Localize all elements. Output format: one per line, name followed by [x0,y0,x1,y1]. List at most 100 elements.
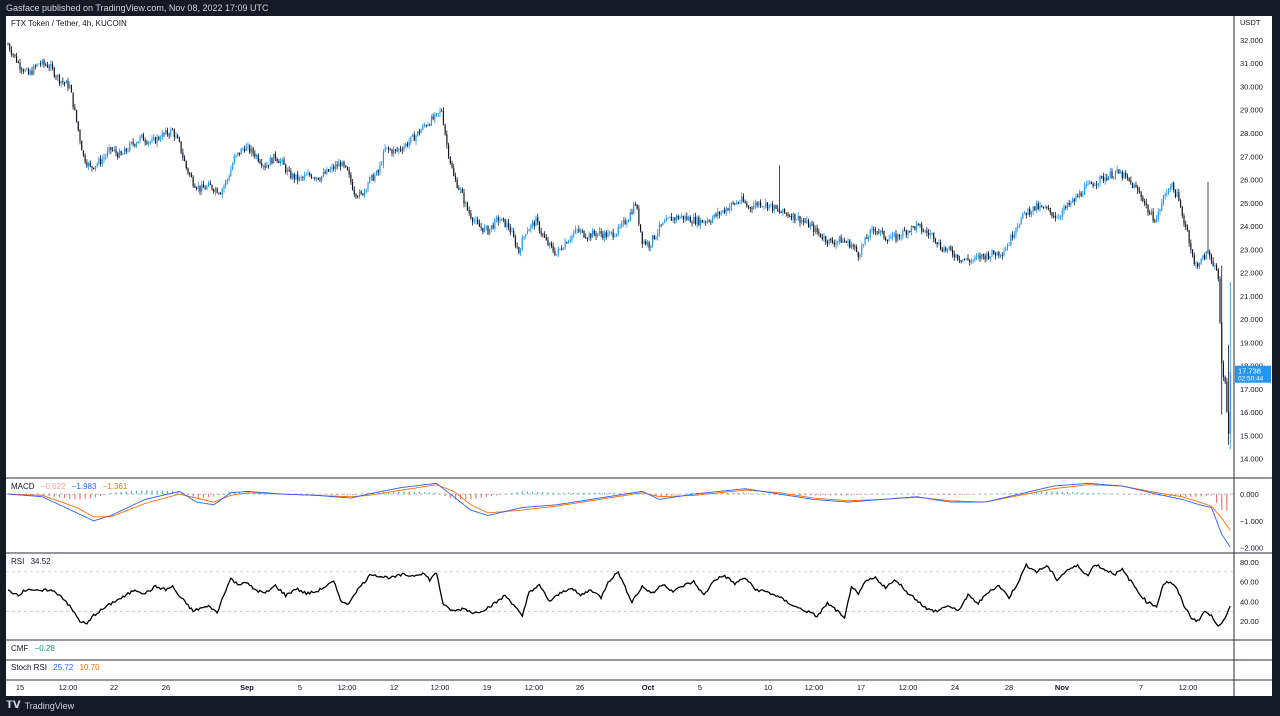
candle-body [977,255,979,257]
candle-body [705,221,707,223]
macd-line-value: −1.983 [71,482,97,491]
candle-body [533,221,535,227]
candle-body [305,174,307,176]
macd-histogram-bar [593,492,595,495]
candle-body [1167,189,1170,194]
tradingview-logo-icon: 𝗧𝗩 [6,700,21,711]
macd-histogram-bar [207,494,210,498]
candle-body [1047,207,1050,209]
time-tick-label: 12:00 [805,683,824,692]
candle-body [1113,176,1115,179]
candle-body [591,230,594,238]
candle-body [622,220,625,223]
price-axis-currency: USDT [1240,18,1261,27]
candle-body [75,109,78,122]
candle-body [696,217,698,225]
candle-body [648,242,650,248]
candle-body [682,215,685,220]
candle-body [583,230,585,238]
candle-body [209,183,211,186]
candle-body [715,214,717,217]
candle-body [423,125,426,127]
candle-body [379,164,381,173]
candle-body [879,230,882,233]
candle-body [386,147,388,149]
candle-body [531,221,534,225]
candle-body [1013,233,1015,238]
candle-body [783,208,786,213]
candle-body [1214,265,1216,267]
candle-body [1143,201,1146,203]
candle-body [537,217,539,223]
candle-body [1106,177,1108,181]
candle-body [1011,234,1014,238]
time-tick-label: 12:00 [899,683,918,692]
candle-body [921,224,923,232]
candle-body [15,55,18,63]
chart-canvas[interactable]: USDT 32.000 31.000 30.000 29.000 28.000 27.000… [6,16,1272,696]
candle-body [967,258,969,261]
candle-body [979,255,981,259]
candle-body [243,148,246,151]
macd-histogram-bar [814,494,817,496]
candle-body [869,229,871,238]
candle-body [1102,176,1105,181]
candle-body [1051,212,1053,216]
candle-body [739,202,741,204]
macd-histogram-bar [151,490,153,495]
candle-body [21,68,23,71]
candle-body [255,155,258,157]
candle-body [1094,184,1096,187]
candle-body [1169,187,1171,190]
candle-body [975,256,978,258]
candle-body [813,224,815,233]
candle-body [819,233,822,238]
candle-body [617,226,619,234]
macd-histogram-bar [341,494,343,496]
candle-body [633,204,635,214]
candle-body [233,156,235,164]
candle-body [81,141,83,151]
candle-body [89,163,91,167]
candle-body [1046,207,1048,208]
candle-body [132,141,134,145]
candle-body [946,248,949,251]
candle-body [960,260,962,262]
candle-body [55,76,57,78]
candle-body [235,154,237,157]
candle-body [1171,183,1173,188]
candle-body [931,233,933,234]
candle-body [1157,211,1159,220]
candle-body [744,201,746,204]
candle-body [1152,211,1154,221]
countdown-label: 02:50:44 [1238,376,1264,383]
macd-histogram-bar [850,494,853,496]
candle-body [273,153,275,164]
macd-histogram-bar [249,492,251,495]
chart-panel[interactable]: USDT 32.000 31.000 30.000 29.000 28.000 27.000… [6,16,1272,696]
candle-body [38,63,40,65]
candle-body [434,113,436,120]
macd-histogram-bar [346,494,349,496]
candle-body [927,233,930,235]
macd-histogram-bar [1128,494,1130,495]
candle-body [506,222,508,227]
candle-body [562,248,565,250]
candle-body [418,131,421,134]
macd-histogram-bar [866,494,868,495]
candle-body [689,217,691,223]
candle-body [24,69,26,72]
macd-histogram-bar [1107,493,1110,495]
candle-body [831,240,834,243]
candle-body [228,176,230,180]
candle-body [741,196,743,203]
candle-body [310,175,313,179]
candle-body [393,149,395,154]
candle-body [70,85,73,93]
rsi-tick-label: 40.00 [1240,597,1259,606]
candle-body [746,203,748,207]
candle-body [264,165,266,168]
macd-histogram-bar [423,492,426,495]
candle-body [842,240,844,243]
macd-histogram-bar [778,494,781,496]
